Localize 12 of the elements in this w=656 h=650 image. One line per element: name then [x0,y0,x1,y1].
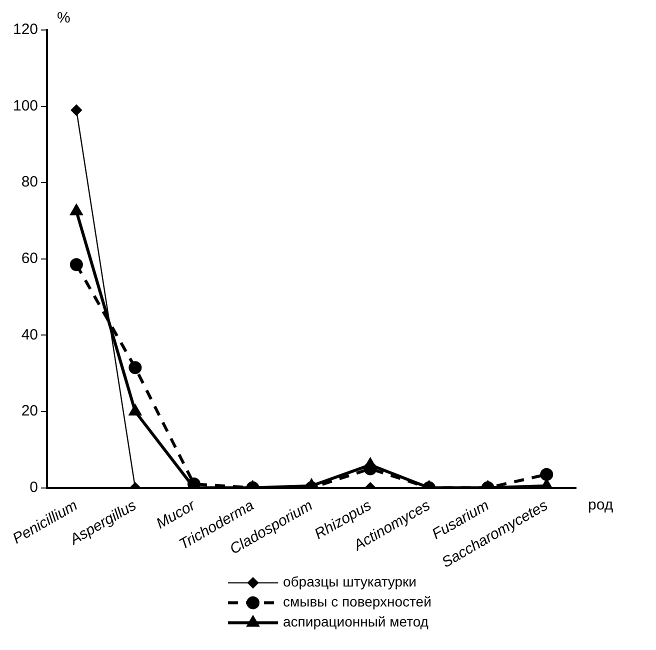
y-tick-label: 0 [30,478,38,496]
y-axis-title: % [57,10,70,27]
legend-label: образцы штукатурки [283,574,416,590]
y-tick-label: 60 [21,250,38,268]
y-tick-label: 40 [21,326,38,344]
y-tick-label: 20 [21,402,38,420]
y-tick-label: 80 [21,174,38,191]
x-axis-title: род [588,496,614,514]
legend-label: аспирационный метод [283,614,428,630]
y-tick-label: 100 [12,97,38,114]
y-tick-label: 120 [12,21,38,38]
legend-label: смывы с поверхностей [283,594,432,610]
